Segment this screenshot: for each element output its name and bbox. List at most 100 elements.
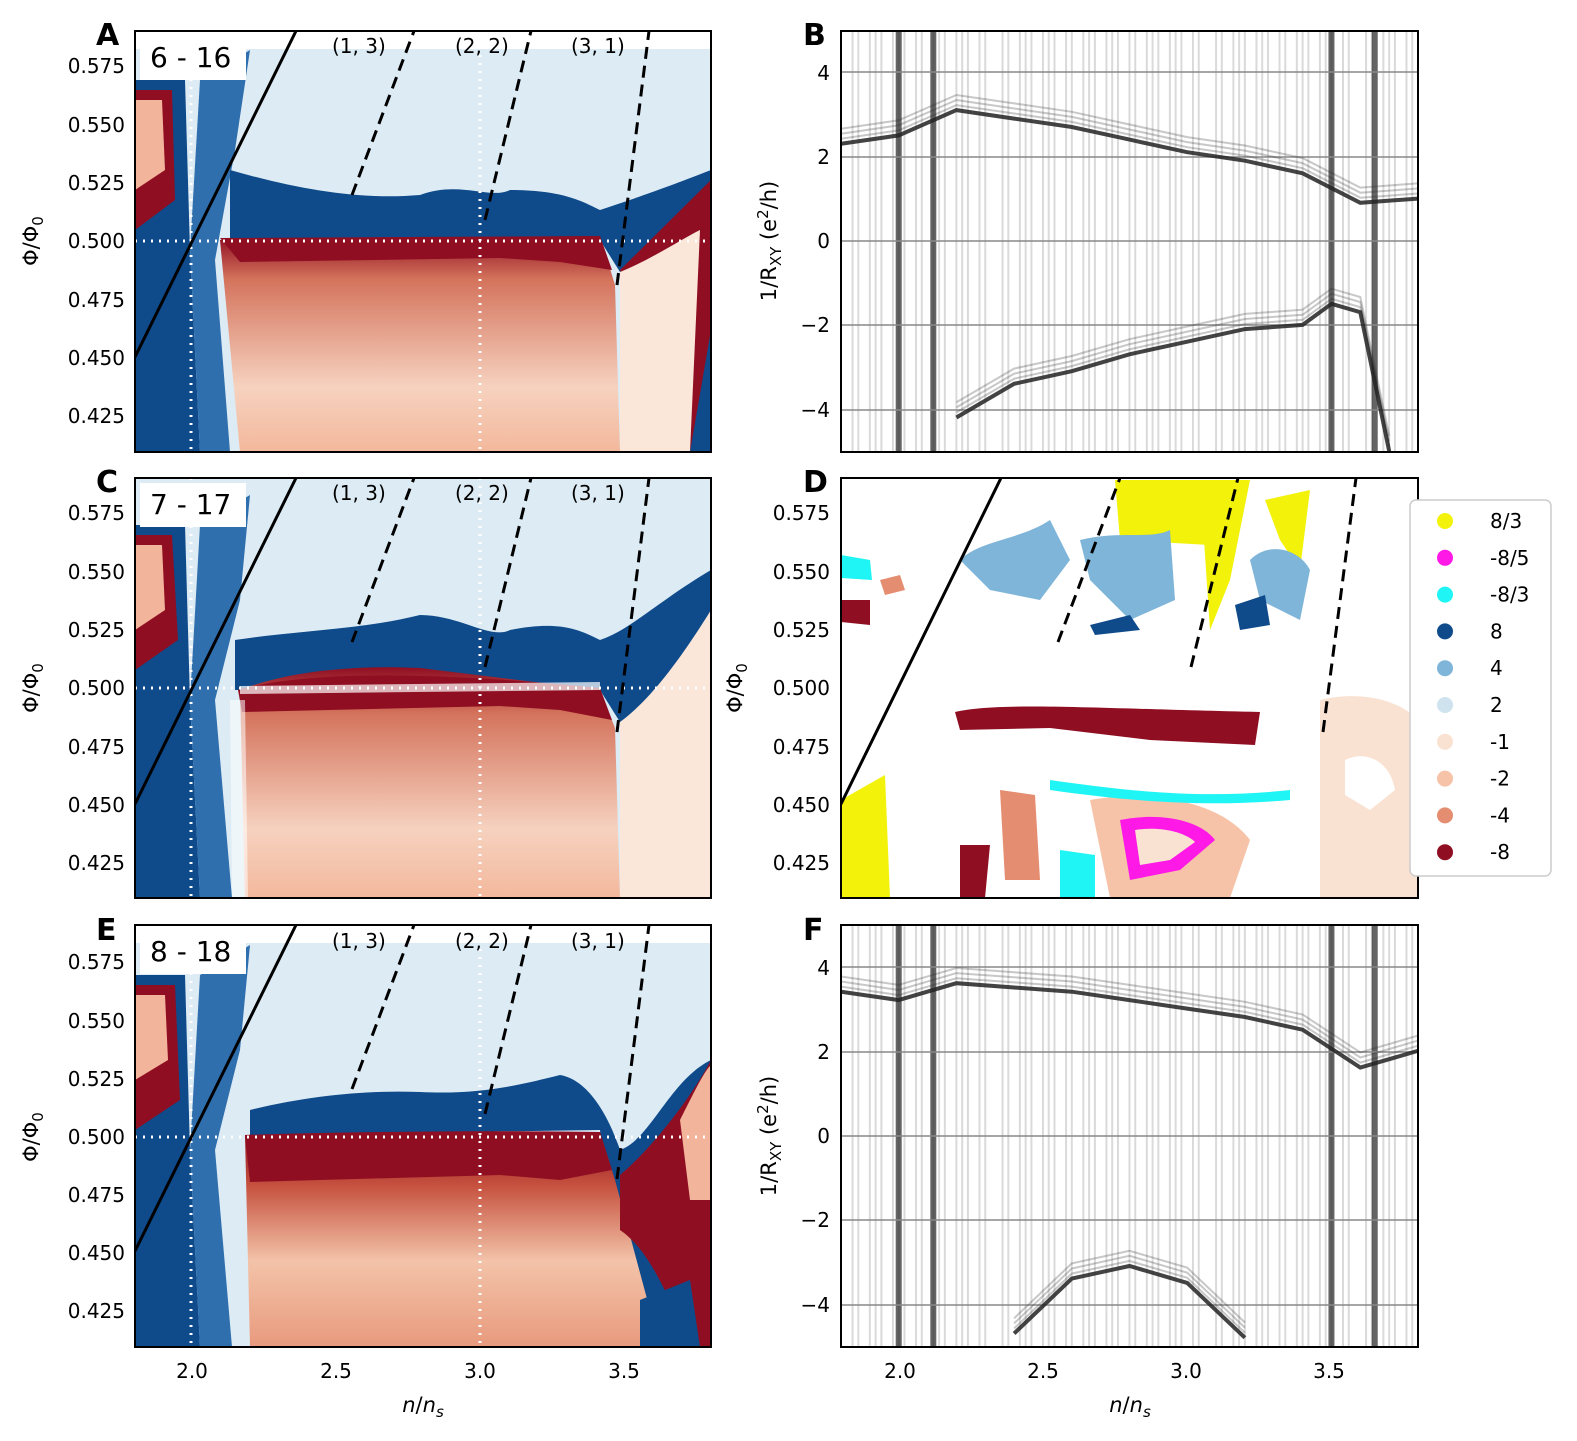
y-tick-label: 0.450	[68, 1241, 125, 1265]
y-tick-label: 0.425	[68, 404, 125, 428]
y-ticks: 0.425 0.450 0.475 0.500 0.525 0.550 0.57…	[68, 54, 125, 428]
y-tick-label: −2	[801, 1208, 830, 1232]
y-tick-label: 0.450	[773, 793, 830, 817]
dashed-guide-line	[483, 478, 533, 668]
y-tick-label: 0.500	[68, 1125, 125, 1149]
heatmap-a	[135, 31, 711, 452]
annotation: (1, 3)	[332, 929, 386, 953]
y-tick-label: 0.425	[68, 851, 125, 875]
legend: 8/3 -8/5 -8/3 8 4 2 -1 -2 -4 -8	[1409, 499, 1552, 877]
y-tick-label: −4	[801, 1293, 830, 1317]
annotation: (2, 2)	[455, 34, 509, 58]
solid-guide-line	[135, 925, 298, 1252]
y-tick-label: 0.500	[773, 676, 830, 700]
y-tick-label: 0.525	[68, 171, 125, 195]
series-line	[955, 301, 1392, 452]
y-tick-label: 0.425	[68, 1299, 125, 1323]
panel-f: F 4 2 0 −2 −4 2.0 2.5 3.0 3.5 n/ns 1/RXY…	[754, 913, 1419, 1421]
legend-marker	[1437, 549, 1453, 566]
annotation: (2, 2)	[455, 481, 509, 505]
legend-marker	[1437, 660, 1453, 677]
legend-marker	[1437, 733, 1453, 750]
y-axis-label: 1/RXY (e2/h)	[754, 1076, 785, 1196]
panel-e: 8 - 18 E (1, 3) (2, 2) (3, 1) 0.425 0.45…	[19, 913, 712, 1421]
y-tick-label: 0.500	[68, 676, 125, 700]
series-line	[1013, 1259, 1246, 1334]
y-tick-label: 0.550	[68, 113, 125, 137]
series-line	[955, 292, 1391, 442]
y-tick-label: 0.550	[68, 1009, 125, 1033]
legend-marker	[1437, 807, 1453, 824]
series-line	[841, 966, 1418, 1054]
x-tick-label: 3.5	[608, 1359, 640, 1383]
heatmap-e	[135, 925, 711, 1347]
series-line	[1013, 1249, 1246, 1324]
x-tick-label: 2.5	[320, 1359, 352, 1383]
y-tick-label: 0.475	[68, 1183, 125, 1207]
legend-label: -8/5	[1490, 546, 1529, 570]
y-axis-label: Φ/Φ0	[19, 216, 47, 266]
y-tick-label: 0.425	[773, 851, 830, 875]
y-tick-label: −4	[801, 398, 830, 422]
legend-marker	[1437, 770, 1453, 787]
y-tick-label: 0.475	[68, 288, 125, 312]
dashed-guide-line	[1321, 478, 1358, 733]
y-tick-label: 0.525	[773, 618, 830, 642]
y-tick-label: −2	[801, 313, 830, 337]
y-axis-label: Φ/Φ0	[723, 663, 751, 713]
y-tick-label: 0.575	[68, 950, 125, 974]
plot-b	[841, 31, 1418, 452]
map-d	[841, 478, 1418, 898]
y-tick-label: 0.575	[68, 501, 125, 525]
pair-label: 6 - 16	[150, 41, 231, 74]
legend-label: -8/3	[1490, 583, 1529, 607]
dashed-guide-line	[483, 925, 533, 1115]
dashed-guide-line	[615, 925, 651, 1180]
dashed-guide-line	[350, 925, 416, 1090]
annotation: (1, 3)	[332, 481, 386, 505]
y-tick-label: 0.550	[68, 560, 125, 584]
x-axis-label: n/ns	[1109, 1393, 1151, 1421]
x-tick-label: 3.5	[1313, 1359, 1345, 1383]
series-line	[1012, 1263, 1247, 1340]
y-tick-label: 0.550	[773, 560, 830, 584]
series-line	[841, 104, 1418, 199]
x-tick-label: 2.0	[176, 1359, 208, 1383]
dashed-guide-line	[350, 31, 416, 196]
y-tick-label: 0.450	[68, 346, 125, 370]
series-line	[955, 287, 1391, 437]
legend-marker	[1437, 697, 1453, 713]
legend-marker	[1437, 513, 1453, 529]
series-line	[841, 972, 1418, 1059]
dashed-guide-line	[483, 31, 533, 221]
legend-label: 8	[1490, 619, 1503, 643]
series-line	[841, 98, 1418, 194]
plot-f	[841, 925, 1418, 1347]
panel-letter: C	[96, 465, 118, 500]
panel-b: B 4 2 0 −2 −4 1/RXY (e2/h)	[754, 18, 1419, 453]
panel-letter: E	[96, 913, 117, 948]
series-line	[955, 297, 1391, 447]
solid-guide-line	[135, 31, 298, 358]
y-tick-label: 2	[817, 145, 830, 169]
x-tick-label: 3.0	[1170, 1359, 1202, 1383]
axes-frame	[134, 477, 712, 899]
panel-c: 7 - 17 C (1, 3) (2, 2) (3, 1) 0.425 0.45…	[19, 465, 712, 899]
y-tick-label: 0.525	[68, 618, 125, 642]
y-tick-label: 0.450	[68, 793, 125, 817]
y-axis-label: Φ/Φ0	[19, 1112, 47, 1162]
dashed-guide-line	[350, 478, 416, 643]
x-tick-label: 2.5	[1027, 1359, 1059, 1383]
legend-label: -2	[1490, 767, 1510, 791]
y-axis-label: Φ/Φ0	[19, 663, 47, 713]
legend-marker	[1437, 586, 1453, 603]
dashed-guide-line	[1189, 478, 1240, 668]
axes-frame	[134, 30, 712, 453]
y-axis-label: 1/RXY (e2/h)	[754, 181, 785, 301]
y-tick-label: 4	[817, 61, 830, 85]
axes-frame	[134, 924, 712, 1348]
annotation: (3, 1)	[571, 34, 625, 58]
y-tick-label: 0	[817, 229, 830, 253]
dashed-guide-line	[1056, 478, 1122, 643]
